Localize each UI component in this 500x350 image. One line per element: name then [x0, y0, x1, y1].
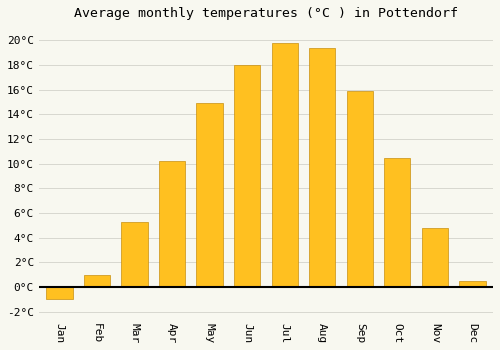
Bar	[384, 158, 410, 287]
Bar	[196, 103, 223, 287]
Bar	[346, 91, 373, 287]
Title: Average monthly temperatures (°C ) in Pottendorf: Average monthly temperatures (°C ) in Po…	[74, 7, 458, 20]
Bar	[46, 287, 72, 300]
Bar	[122, 222, 148, 287]
Bar	[159, 161, 185, 287]
Bar	[272, 43, 298, 287]
Bar	[234, 65, 260, 287]
Bar	[84, 275, 110, 287]
Bar	[422, 228, 448, 287]
Bar	[460, 281, 485, 287]
Bar	[309, 48, 336, 287]
